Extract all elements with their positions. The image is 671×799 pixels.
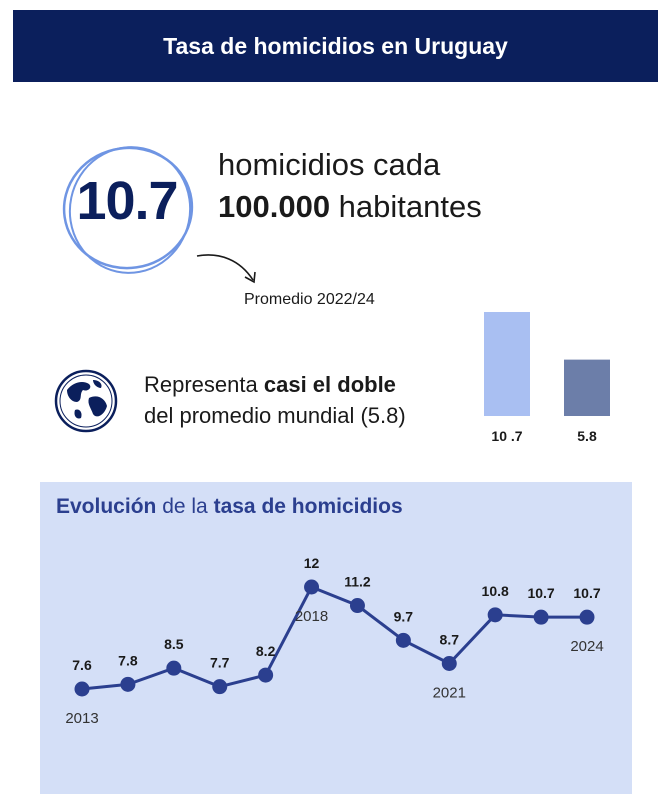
evolution-panel <box>40 482 632 794</box>
evolution-series-line <box>81 585 587 691</box>
comparison-prefix: Representa <box>144 372 264 397</box>
evolution-data-point <box>487 607 503 623</box>
evolution-value-label: 9.7 <box>394 608 414 624</box>
evolution-value-label: 10.8 <box>482 583 509 599</box>
comparison-bar-uruguay <box>484 312 530 416</box>
evolution-year-label: 2013 <box>65 710 98 727</box>
evolution-title-part: de la <box>156 495 214 518</box>
evolution-value-label: 11.2 <box>344 574 371 590</box>
evolution-value-label: 12 <box>304 555 320 571</box>
comparison-bar-mundo <box>564 359 610 416</box>
evolution-data-point <box>120 676 136 692</box>
rate-base-unit: habitantes <box>330 189 482 224</box>
evolution-line-chart: 7.6 7.8 8.5 7.7 8.2 12 11.2 9.7 8.7 10.8 10.7 10.7 2… <box>65 555 603 727</box>
evolution-data-point <box>533 609 549 625</box>
evolution-year-label: 2024 <box>570 638 603 655</box>
header-banner: Tasa de homicidios en Uruguay <box>13 10 658 82</box>
rate-description-line2: 100.000 habitantes <box>218 189 482 225</box>
evolution-year-label: 2018 <box>295 608 328 625</box>
evolution-data-point <box>441 656 457 671</box>
evolution-value-label: 7.7 <box>210 655 230 671</box>
comparison-line1: Representa casi el doble <box>144 372 396 398</box>
evolution-title-part: Evolución <box>56 495 157 518</box>
page-title: Tasa de homicidios en Uruguay <box>163 32 508 59</box>
evolution-data-point <box>349 598 365 614</box>
evolution-data-point <box>74 681 90 697</box>
rate-description-line1: homicidios cada <box>218 147 441 182</box>
comparison-bar-value-label: 5.8 <box>577 428 597 444</box>
evolution-data-point <box>579 609 595 625</box>
evolution-value-label: 8.5 <box>164 636 184 652</box>
comparison-bar-chart: 10 .7 5.8 <box>484 312 610 444</box>
comparison-bar-value-label: 10 .7 <box>491 428 522 444</box>
evolution-data-point <box>166 660 182 676</box>
evolution-value-label: 10.7 <box>573 585 600 601</box>
comparison-line2: del promedio mundial (5.8) <box>144 403 406 428</box>
hand-drawn-circle-icon <box>62 146 194 274</box>
evolution-year-label: 2021 <box>433 685 466 702</box>
evolution-value-label: 8.2 <box>256 643 276 659</box>
rate-base-number: 100.000 <box>218 189 331 224</box>
comparison-emphasis: casi el doble <box>263 372 396 397</box>
globe-icon <box>54 369 118 433</box>
evolution-data-point <box>395 632 411 648</box>
evolution-value-label: 8.7 <box>440 632 460 648</box>
evolution-value-label: 7.6 <box>72 657 92 673</box>
evolution-title-part: tasa de homicidios <box>213 495 403 518</box>
evolution-data-point <box>212 679 228 695</box>
curved-arrow-icon <box>196 254 256 284</box>
evolution-data-point <box>304 579 320 595</box>
evolution-value-label: 7.8 <box>118 652 138 668</box>
highlight-value: 10.7 <box>76 171 178 231</box>
period-label: Promedio 2022/24 <box>244 291 375 308</box>
evolution-data-point <box>258 667 274 683</box>
evolution-chart-title: Evolución de la tasa de homicidios <box>56 495 403 519</box>
evolution-value-label: 10.7 <box>527 585 554 601</box>
